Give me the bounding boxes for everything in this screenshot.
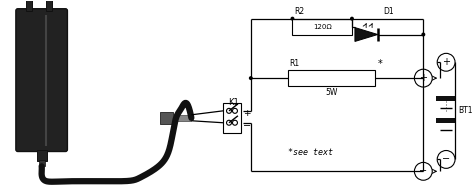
Text: +: + <box>419 73 428 83</box>
Text: R1: R1 <box>290 59 300 68</box>
Circle shape <box>249 76 253 80</box>
Circle shape <box>350 17 354 21</box>
Bar <box>26 0 32 11</box>
Text: −: − <box>243 121 251 131</box>
Text: +: + <box>442 57 450 67</box>
Bar <box>160 112 173 124</box>
Text: R2: R2 <box>294 7 305 16</box>
FancyBboxPatch shape <box>16 9 67 151</box>
Circle shape <box>437 53 455 71</box>
Bar <box>46 0 52 11</box>
Circle shape <box>227 108 231 113</box>
Bar <box>292 19 352 35</box>
Bar <box>223 103 241 133</box>
Polygon shape <box>355 28 378 41</box>
Text: −: − <box>419 166 428 176</box>
Circle shape <box>421 33 425 36</box>
Bar <box>436 118 456 123</box>
Text: 120Ω: 120Ω <box>313 24 332 30</box>
Bar <box>288 70 375 86</box>
Text: BT1: BT1 <box>458 106 473 115</box>
Circle shape <box>232 120 237 125</box>
Bar <box>173 115 191 121</box>
Circle shape <box>421 76 425 80</box>
Circle shape <box>414 69 432 87</box>
Bar <box>436 96 456 101</box>
Text: K1: K1 <box>228 98 239 107</box>
Circle shape <box>291 17 294 21</box>
Text: +: + <box>243 109 250 118</box>
Text: 5W: 5W <box>325 88 337 97</box>
Text: *: * <box>378 59 383 69</box>
Circle shape <box>414 162 432 180</box>
Circle shape <box>437 150 455 168</box>
Text: *see text: *see text <box>288 147 332 157</box>
Bar <box>39 160 45 166</box>
Circle shape <box>227 120 231 125</box>
Text: −: − <box>442 154 450 164</box>
Text: D1: D1 <box>383 7 394 16</box>
Bar <box>189 116 193 120</box>
Circle shape <box>232 108 237 113</box>
Bar <box>36 150 46 161</box>
